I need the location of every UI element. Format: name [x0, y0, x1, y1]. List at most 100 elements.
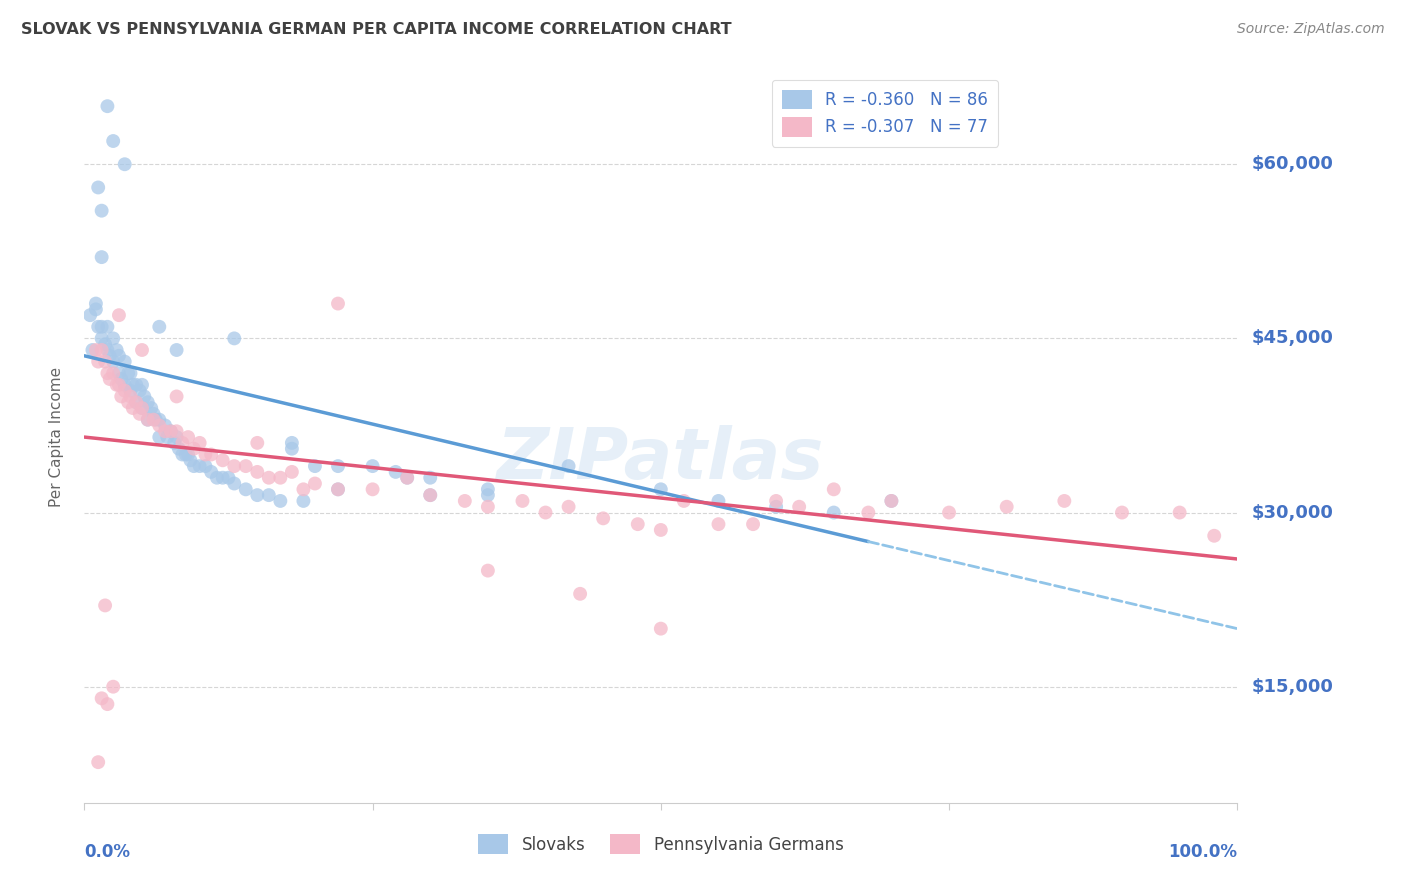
- Point: [141, 401, 163, 415]
- Text: Source: ZipAtlas.com: Source: ZipAtlas.com: [1237, 22, 1385, 37]
- Point: [125, 377, 148, 392]
- Point: [87, 319, 110, 334]
- Point: [103, 354, 124, 368]
- Point: [153, 418, 176, 433]
- Point: [477, 488, 499, 502]
- Point: [108, 366, 131, 380]
- Text: SLOVAK VS PENNSYLVANIA GERMAN PER CAPITA INCOME CORRELATION CHART: SLOVAK VS PENNSYLVANIA GERMAN PER CAPITA…: [21, 22, 731, 37]
- Point: [166, 389, 188, 403]
- Point: [120, 366, 142, 380]
- Point: [257, 471, 280, 485]
- Point: [200, 448, 222, 462]
- Point: [650, 622, 672, 636]
- Point: [1168, 506, 1191, 520]
- Point: [211, 453, 233, 467]
- Text: $15,000: $15,000: [1251, 678, 1333, 696]
- Point: [136, 412, 159, 426]
- Point: [108, 377, 131, 392]
- Point: [650, 483, 672, 497]
- Point: [477, 564, 499, 578]
- Point: [121, 401, 143, 415]
- Point: [160, 424, 183, 438]
- Point: [707, 517, 730, 532]
- Point: [128, 407, 150, 421]
- Point: [172, 436, 194, 450]
- Point: [87, 354, 110, 368]
- Point: [174, 448, 197, 462]
- Point: [1204, 529, 1226, 543]
- Point: [304, 476, 326, 491]
- Point: [765, 494, 787, 508]
- Point: [90, 691, 112, 706]
- Point: [938, 506, 960, 520]
- Point: [131, 401, 153, 415]
- Text: ZIPatlas: ZIPatlas: [498, 425, 824, 493]
- Point: [90, 319, 112, 334]
- Point: [326, 296, 349, 310]
- Point: [145, 412, 167, 426]
- Point: [110, 389, 132, 403]
- Point: [194, 448, 217, 462]
- Point: [858, 506, 880, 520]
- Point: [105, 343, 128, 357]
- Point: [148, 319, 170, 334]
- Point: [153, 424, 176, 438]
- Point: [98, 372, 121, 386]
- Point: [707, 494, 730, 508]
- Point: [823, 483, 845, 497]
- Point: [281, 465, 304, 479]
- Point: [235, 483, 257, 497]
- Point: [246, 436, 269, 450]
- Point: [224, 476, 246, 491]
- Point: [880, 494, 903, 508]
- Point: [96, 99, 118, 113]
- Point: [117, 366, 139, 380]
- Point: [194, 459, 217, 474]
- Point: [142, 407, 165, 421]
- Point: [224, 459, 246, 474]
- Point: [246, 465, 269, 479]
- Point: [512, 494, 534, 508]
- Point: [326, 483, 349, 497]
- Point: [142, 412, 165, 426]
- Y-axis label: Per Capita Income: Per Capita Income: [49, 367, 63, 508]
- Point: [224, 331, 246, 345]
- Point: [148, 418, 170, 433]
- Point: [211, 471, 233, 485]
- Point: [90, 203, 112, 218]
- Point: [148, 412, 170, 426]
- Point: [188, 436, 211, 450]
- Point: [120, 389, 142, 403]
- Point: [281, 442, 304, 456]
- Point: [114, 157, 136, 171]
- Point: [121, 377, 143, 392]
- Point: [235, 459, 257, 474]
- Point: [627, 517, 650, 532]
- Point: [114, 377, 136, 392]
- Point: [84, 296, 107, 310]
- Point: [326, 459, 349, 474]
- Point: [304, 459, 326, 474]
- Point: [166, 343, 188, 357]
- Point: [131, 343, 153, 357]
- Point: [557, 500, 579, 514]
- Point: [569, 587, 592, 601]
- Point: [131, 401, 153, 415]
- Point: [94, 599, 117, 613]
- Point: [880, 494, 903, 508]
- Text: 0.0%: 0.0%: [84, 843, 131, 861]
- Point: [361, 459, 384, 474]
- Point: [96, 343, 118, 357]
- Point: [672, 494, 695, 508]
- Point: [148, 430, 170, 444]
- Point: [125, 395, 148, 409]
- Point: [87, 755, 110, 769]
- Point: [94, 337, 117, 351]
- Point: [156, 430, 179, 444]
- Point: [163, 436, 186, 450]
- Point: [454, 494, 477, 508]
- Text: 100.0%: 100.0%: [1168, 843, 1237, 861]
- Text: $60,000: $60,000: [1251, 155, 1333, 173]
- Point: [269, 494, 291, 508]
- Point: [281, 436, 304, 450]
